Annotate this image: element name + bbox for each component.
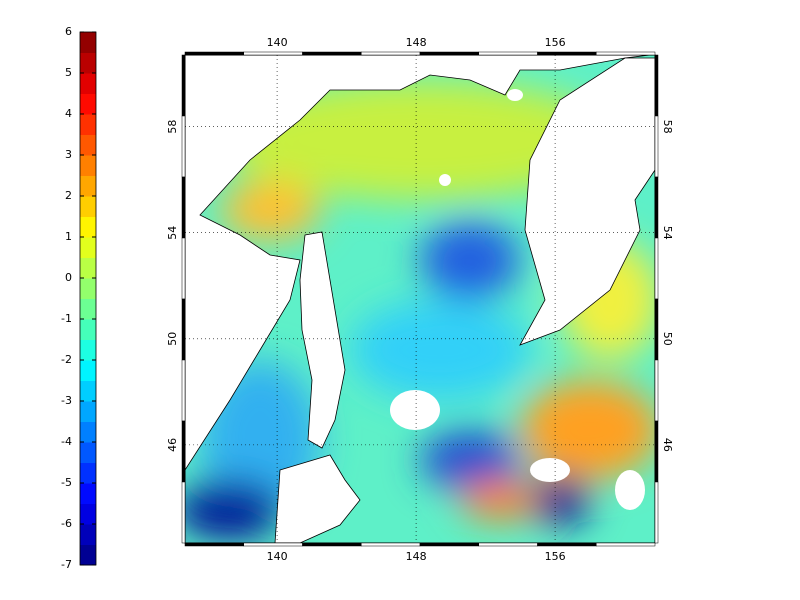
lon-tick-label: 148 xyxy=(406,36,427,49)
colorbar-step xyxy=(80,421,96,443)
lat-tick-label: 54 xyxy=(661,226,674,240)
frame-band xyxy=(478,51,538,56)
colorbar-step xyxy=(80,524,96,545)
frame-band xyxy=(181,298,186,361)
frame-band xyxy=(243,542,303,547)
frame-band xyxy=(537,51,597,56)
frame-band xyxy=(654,237,659,300)
colorbar-step xyxy=(80,544,96,566)
frame-band xyxy=(181,176,186,239)
colorbar-frame xyxy=(79,31,97,566)
frame-band xyxy=(361,51,421,56)
colorbar-tick-label: 1 xyxy=(65,230,72,243)
colorbar-step xyxy=(80,278,96,299)
frame-band xyxy=(654,481,659,544)
frame-band xyxy=(654,115,659,178)
colorbar-step xyxy=(80,360,96,381)
lat-tick-label: 58 xyxy=(661,120,674,134)
frame-band xyxy=(181,481,186,544)
colorbar-tick-label: -7 xyxy=(61,558,72,571)
colorbar-tick-label: 6 xyxy=(65,25,72,38)
frame-band xyxy=(184,542,244,547)
colorbar-step xyxy=(80,319,96,340)
frame-band xyxy=(361,542,421,547)
colorbar-step xyxy=(80,339,96,361)
frame-band xyxy=(596,542,656,547)
frame-band xyxy=(181,420,186,483)
lat-tick-label: 46 xyxy=(661,438,674,452)
colorbar-tick-label: -4 xyxy=(61,435,72,448)
lon-tick-label: 140 xyxy=(267,36,288,49)
frame-band xyxy=(654,420,659,483)
colorbar-step xyxy=(80,257,96,279)
colorbar-tick-label: -5 xyxy=(61,476,72,489)
lat-tick-label: 50 xyxy=(661,332,674,346)
lat-tick-label: 54 xyxy=(166,226,179,240)
colorbar-tick-label: -2 xyxy=(61,353,72,366)
colorbar-step xyxy=(80,134,96,156)
colorbar-step xyxy=(80,503,96,525)
frame-band xyxy=(596,51,656,56)
colorbar-step xyxy=(80,114,96,135)
frame-band xyxy=(181,237,186,300)
frame-band xyxy=(654,298,659,361)
lat-tick-label: 46 xyxy=(166,438,179,452)
colorbar-step xyxy=(80,73,96,94)
colorbar-tick-label: -1 xyxy=(61,312,72,325)
lon-tick-label: 156 xyxy=(545,550,566,563)
colorbar-step xyxy=(80,442,96,463)
colorbar-step xyxy=(80,155,96,176)
colorbar-tick-label: 5 xyxy=(65,66,72,79)
frame-band xyxy=(302,51,362,56)
colorbar-step xyxy=(80,52,96,74)
colorbar-step xyxy=(80,32,96,53)
colorbar-step xyxy=(80,196,96,217)
colorbar-tick-label: -6 xyxy=(61,517,72,530)
frame-band xyxy=(419,51,479,56)
colorbar-step xyxy=(80,401,96,422)
colorbar-step xyxy=(80,462,96,484)
colorbar-step xyxy=(80,175,96,197)
frame-band xyxy=(181,54,186,117)
frame-band xyxy=(654,54,659,117)
frame-band xyxy=(419,542,479,547)
frame-band xyxy=(478,542,538,547)
frame-band xyxy=(181,359,186,422)
colorbar-step xyxy=(80,237,96,258)
colorbar-step xyxy=(80,298,96,320)
frame-band xyxy=(654,176,659,239)
frame-band xyxy=(537,542,597,547)
frame-band xyxy=(302,542,362,547)
colorbar-step xyxy=(80,216,96,238)
frame-band xyxy=(243,51,303,56)
colorbar-tick-label: 2 xyxy=(65,189,72,202)
frame-band xyxy=(654,359,659,422)
lat-tick-label: 50 xyxy=(166,332,179,346)
lon-tick-label: 140 xyxy=(267,550,288,563)
sst-field xyxy=(185,55,655,543)
lon-tick-label: 156 xyxy=(545,36,566,49)
colorbar-step xyxy=(80,93,96,115)
colorbar-tick-label: 0 xyxy=(65,271,72,284)
colorbar-step xyxy=(80,483,96,504)
frame-band xyxy=(184,51,244,56)
colorbar-tick-label: 4 xyxy=(65,107,72,120)
colorbar-tick-label: 3 xyxy=(65,148,72,161)
lon-tick-label: 148 xyxy=(406,550,427,563)
lat-tick-label: 58 xyxy=(166,120,179,134)
frame-band xyxy=(181,115,186,178)
colorbar-step xyxy=(80,380,96,402)
colorbar-tick-label: -3 xyxy=(61,394,72,407)
